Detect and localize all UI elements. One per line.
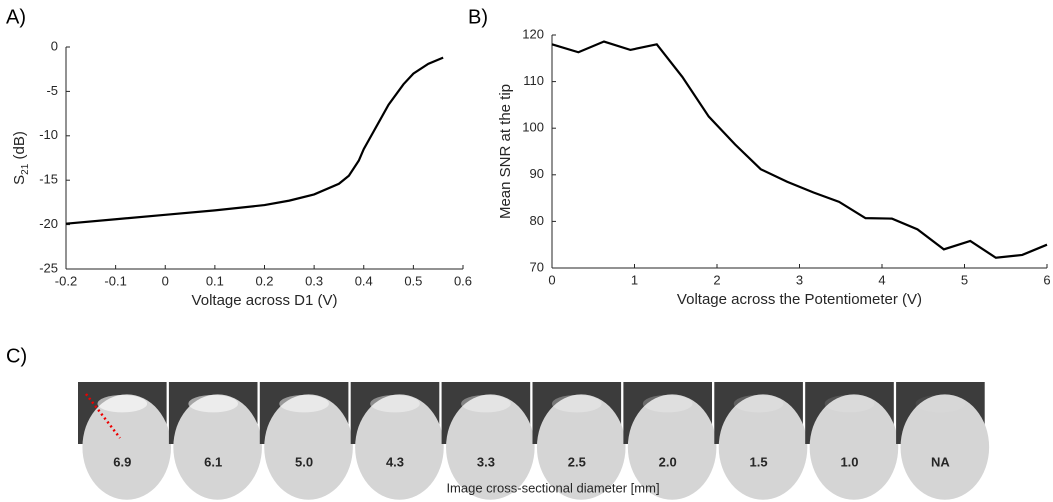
diameter-label: 3.3 bbox=[477, 454, 495, 469]
image-artifact bbox=[279, 395, 329, 413]
y-tick-label: 0 bbox=[51, 38, 58, 53]
image-tile bbox=[78, 382, 172, 500]
image-artifact bbox=[551, 395, 602, 413]
image-tip bbox=[536, 394, 626, 500]
panel-label: C) bbox=[6, 345, 27, 367]
y-tick-label: -10 bbox=[39, 127, 58, 142]
y-tick-label: 100 bbox=[522, 120, 544, 135]
x-tick-label: 3 bbox=[796, 272, 803, 287]
y-tick-label: -15 bbox=[39, 172, 58, 187]
marker-line bbox=[85, 393, 121, 439]
y-tick-label: 90 bbox=[530, 166, 544, 181]
panel-c-title: Image cross-sectional diameter [mm] bbox=[446, 480, 659, 495]
diameter-label: 2.0 bbox=[659, 454, 677, 469]
image-tile bbox=[350, 382, 444, 500]
x-tick-label: 0.3 bbox=[305, 273, 323, 288]
diameter-label: 1.5 bbox=[750, 454, 768, 469]
x-tick-label: 6 bbox=[1043, 272, 1050, 287]
image-tile bbox=[259, 382, 353, 500]
data-line bbox=[65, 56, 444, 225]
image-tile bbox=[532, 382, 626, 500]
image-artifact bbox=[642, 395, 693, 413]
image-tip bbox=[446, 394, 535, 500]
diameter-label: 6.9 bbox=[113, 454, 131, 469]
panel-label: A) bbox=[6, 6, 26, 28]
image-tip bbox=[809, 394, 899, 500]
y-tick-label: 120 bbox=[522, 26, 544, 41]
panel-label: B) bbox=[468, 6, 488, 28]
diameter-label: 2.5 bbox=[568, 454, 586, 469]
y-axis-title: Mean SNR at the tip bbox=[497, 84, 514, 219]
diameter-label: 6.1 bbox=[204, 454, 222, 469]
image-artifact bbox=[188, 395, 239, 413]
image-tile bbox=[714, 382, 808, 500]
y-axis-title-part: 21 bbox=[20, 163, 31, 175]
y-tick-label: 70 bbox=[530, 259, 544, 274]
x-tick-label: 0.1 bbox=[206, 273, 224, 288]
x-axis-title: Voltage across D1 (V) bbox=[192, 292, 338, 309]
image-artifact bbox=[824, 395, 875, 413]
diameter-label: 4.3 bbox=[386, 454, 404, 469]
image-tip bbox=[82, 394, 172, 500]
image-tile bbox=[896, 382, 990, 500]
image-tip bbox=[718, 394, 808, 500]
image-artifact bbox=[733, 395, 784, 413]
image-tile bbox=[623, 382, 717, 500]
image-tile bbox=[168, 382, 262, 500]
x-axis-title: Voltage across the Potentiometer (V) bbox=[677, 291, 922, 308]
x-tick-label: 0 bbox=[162, 273, 169, 288]
y-tick-label: 80 bbox=[530, 213, 544, 228]
x-tick-label: 1 bbox=[631, 272, 638, 287]
image-artifact bbox=[461, 395, 511, 413]
image-tile bbox=[805, 382, 899, 500]
image-artifact bbox=[915, 395, 966, 413]
y-tick-label: 110 bbox=[523, 73, 544, 88]
image-tip bbox=[627, 394, 717, 500]
x-tick-label: 0.4 bbox=[355, 273, 373, 288]
x-tick-label: 5 bbox=[961, 272, 968, 287]
image-artifact bbox=[97, 395, 148, 413]
diameter-label: 1.0 bbox=[840, 454, 858, 469]
x-tick-label: 0.5 bbox=[404, 273, 422, 288]
x-tick-label: 0 bbox=[548, 272, 555, 287]
y-axis-title-part: Mean SNR at the tip bbox=[497, 84, 514, 219]
x-tick-label: -0.1 bbox=[104, 273, 126, 288]
image-tip bbox=[355, 394, 444, 500]
y-axis-title-part: S bbox=[11, 175, 28, 185]
diameter-label: NA bbox=[931, 454, 950, 469]
y-axis-title: S21 (dB) bbox=[11, 131, 31, 185]
x-tick-label: 2 bbox=[713, 272, 720, 287]
image-tile bbox=[441, 382, 535, 500]
x-tick-label: -0.2 bbox=[55, 273, 77, 288]
y-tick-label: -5 bbox=[46, 83, 58, 98]
x-tick-label: 4 bbox=[878, 272, 885, 287]
image-tip bbox=[173, 394, 262, 500]
diameter-label: 5.0 bbox=[295, 454, 313, 469]
x-tick-label: 0.6 bbox=[454, 273, 472, 288]
image-tip bbox=[900, 394, 990, 500]
y-tick-label: -20 bbox=[39, 216, 58, 231]
data-line bbox=[551, 40, 1048, 259]
image-artifact bbox=[370, 395, 420, 413]
x-tick-label: 0.2 bbox=[255, 273, 273, 288]
y-axis-title-part: (dB) bbox=[11, 131, 28, 164]
image-tip bbox=[264, 394, 353, 500]
y-tick-label: -25 bbox=[39, 260, 58, 275]
